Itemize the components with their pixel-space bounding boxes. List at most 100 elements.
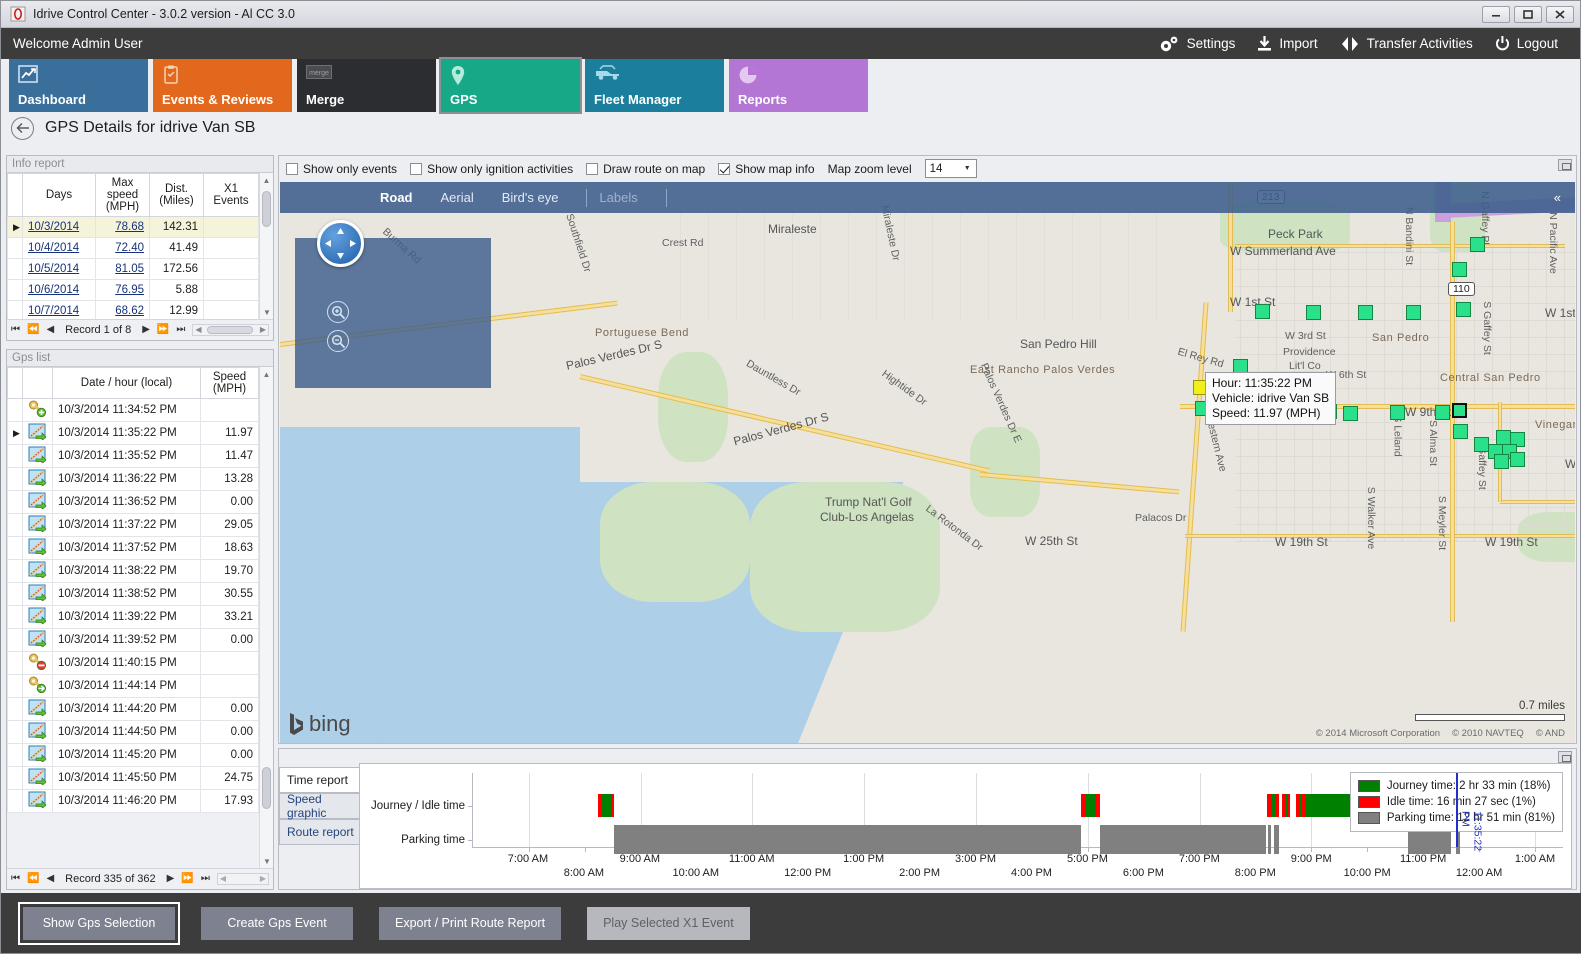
- nav-next-page[interactable]: ⏩: [181, 873, 194, 884]
- map-gps-marker[interactable]: [1358, 305, 1373, 320]
- chevron-down-icon[interactable]: ▼: [963, 165, 971, 172]
- map-nav-labels[interactable]: Labels: [599, 190, 638, 205]
- cell-max-speed[interactable]: 68.62: [95, 300, 150, 319]
- map-gps-marker[interactable]: [1343, 406, 1358, 421]
- cell-max-speed[interactable]: 81.05: [95, 258, 150, 280]
- nav-next-page[interactable]: ⏩: [156, 324, 170, 335]
- maximize-button[interactable]: [1514, 5, 1542, 23]
- map-gps-marker[interactable]: [1494, 454, 1509, 469]
- close-button[interactable]: [1546, 5, 1574, 23]
- cell-max-speed[interactable]: 72.40: [95, 237, 150, 259]
- list-item[interactable]: 10/3/2014 11:44:20 PM 0.00: [7, 697, 259, 721]
- map-gps-marker[interactable]: [1510, 452, 1525, 467]
- tab-time-report[interactable]: Time report: [279, 767, 359, 793]
- info-horizontal-scrollbar[interactable]: ◀ ▶: [192, 323, 269, 336]
- report-panel-restore-icon[interactable]: [1558, 751, 1572, 763]
- map-zoom-level-select[interactable]: 14 ▼: [924, 159, 977, 178]
- list-item[interactable]: 10/3/2014 11:44:50 PM 0.00: [7, 720, 259, 744]
- map-gps-marker[interactable]: [1406, 305, 1421, 320]
- logout-menu-item[interactable]: Logout: [1495, 35, 1558, 52]
- back-arrow-icon[interactable]: [11, 116, 34, 140]
- list-item[interactable]: 10/3/2014 11:37:52 PM 18.63: [7, 536, 259, 560]
- module-tab-reports[interactable]: Reports: [729, 59, 868, 112]
- map-gps-marker[interactable]: [1456, 302, 1471, 317]
- hscroll-left-icon[interactable]: ◀: [219, 873, 226, 883]
- scroll-up-icon[interactable]: ▲: [262, 175, 271, 185]
- map-gps-marker[interactable]: [1452, 262, 1467, 277]
- map-gps-marker[interactable]: [1470, 237, 1485, 252]
- module-tab-fleet-manager[interactable]: Fleet Manager: [585, 59, 724, 112]
- map-gps-marker[interactable]: [1510, 432, 1525, 447]
- nav-next[interactable]: ▶: [142, 324, 150, 335]
- draw-route-checkbox[interactable]: Draw route on map: [586, 162, 705, 176]
- module-tab-events-reviews[interactable]: Events & Reviews: [153, 59, 292, 112]
- map-nav-aerial[interactable]: Aerial: [440, 190, 474, 205]
- map-gps-marker[interactable]: [1306, 305, 1321, 320]
- checkbox-box[interactable]: [586, 162, 599, 175]
- show-only-ignition-checkbox[interactable]: Show only ignition activities: [410, 162, 573, 176]
- cell-day[interactable]: 10/6/2014: [22, 279, 96, 301]
- nav-first[interactable]: ⏮: [11, 324, 20, 335]
- map-gps-marker[interactable]: [1452, 403, 1467, 418]
- table-row[interactable]: ▶ 10/3/2014 78.68 142.31: [7, 216, 259, 238]
- map-gps-marker[interactable]: [1453, 424, 1468, 439]
- nav-first[interactable]: ⏮: [11, 873, 20, 884]
- list-item[interactable]: 10/3/2014 11:34:52 PM: [7, 398, 259, 422]
- map-gps-marker[interactable]: [1255, 304, 1270, 319]
- cell-day[interactable]: 10/3/2014: [22, 216, 96, 238]
- checkbox-box[interactable]: [718, 162, 731, 175]
- list-item[interactable]: 10/3/2014 11:45:20 PM 0.00: [7, 743, 259, 767]
- play-selected-x1-event-button[interactable]: Play Selected X1 Event: [587, 906, 750, 940]
- show-only-events-checkbox[interactable]: Show only events: [286, 162, 397, 176]
- list-item[interactable]: 10/3/2014 11:37:22 PM 29.05: [7, 513, 259, 537]
- map-nav-collapse-icon[interactable]: «: [1553, 190, 1561, 205]
- scroll-thumb[interactable]: [262, 767, 271, 809]
- list-item[interactable]: 10/3/2014 11:38:22 PM 19.70: [7, 559, 259, 583]
- tab-speed-graphic[interactable]: Speed graphic: [279, 792, 359, 820]
- nav-last[interactable]: ⏭: [176, 324, 186, 335]
- table-row[interactable]: 10/7/2014 68.62 12.99: [7, 300, 259, 319]
- list-item[interactable]: 10/3/2014 11:45:50 PM 24.75: [7, 766, 259, 790]
- nav-last[interactable]: ⏭: [200, 873, 210, 884]
- map-nav-road[interactable]: Road: [380, 190, 413, 205]
- list-item[interactable]: 10/3/2014 11:44:14 PM: [7, 674, 259, 698]
- hscroll-left-icon[interactable]: ◀: [195, 324, 202, 334]
- map-gps-marker[interactable]: [1390, 405, 1405, 420]
- list-item[interactable]: 10/3/2014 11:36:52 PM 0.00: [7, 490, 259, 514]
- gps-list-vertical-scrollbar[interactable]: ▲ ▼: [259, 367, 273, 868]
- map-gps-marker[interactable]: [1474, 437, 1489, 452]
- create-gps-event-button[interactable]: Create Gps Event: [201, 906, 353, 940]
- zoom-in-icon[interactable]: [327, 301, 349, 323]
- scroll-up-icon[interactable]: ▲: [262, 369, 271, 379]
- info-report-vertical-scrollbar[interactable]: ▲ ▼: [259, 173, 273, 319]
- cell-day[interactable]: 10/7/2014: [22, 300, 96, 319]
- map-gps-marker[interactable]: [1435, 405, 1450, 420]
- nav-prev-page[interactable]: ⏪: [27, 873, 40, 884]
- map-panel-restore-icon[interactable]: [1558, 159, 1572, 171]
- table-row[interactable]: 10/6/2014 76.95 5.88: [7, 279, 259, 301]
- tab-route-report[interactable]: Route report: [279, 819, 359, 845]
- list-item[interactable]: 10/3/2014 11:39:52 PM 0.00: [7, 628, 259, 652]
- zoom-out-icon[interactable]: [327, 330, 349, 352]
- table-row[interactable]: 10/5/2014 81.05 172.56: [7, 258, 259, 280]
- scroll-down-icon[interactable]: ▼: [263, 307, 271, 317]
- cell-day[interactable]: 10/4/2014: [22, 237, 96, 259]
- hscroll-right-icon[interactable]: ▶: [259, 324, 266, 334]
- list-item[interactable]: 10/3/2014 11:46:20 PM 17.93: [7, 789, 259, 813]
- cell-day[interactable]: 10/5/2014: [22, 258, 96, 280]
- list-item[interactable]: ▶ 10/3/2014 11:35:22 PM 11.97: [7, 421, 259, 445]
- checkbox-box[interactable]: [410, 162, 423, 175]
- scroll-thumb[interactable]: [262, 191, 271, 227]
- nav-prev[interactable]: ◀: [46, 324, 55, 335]
- nav-next[interactable]: ▶: [166, 873, 175, 884]
- table-row[interactable]: 10/4/2014 72.40 41.49: [7, 237, 259, 259]
- nav-prev-page[interactable]: ⏪: [27, 324, 40, 335]
- scroll-down-icon[interactable]: ▼: [263, 856, 271, 866]
- list-item[interactable]: 10/3/2014 11:38:52 PM 30.55: [7, 582, 259, 606]
- minimize-button[interactable]: [1482, 5, 1510, 23]
- map-canvas[interactable]: Road Aerial Bird's eye Labels «: [280, 182, 1575, 743]
- settings-menu-item[interactable]: Settings: [1158, 35, 1235, 53]
- module-tab-gps[interactable]: GPS: [439, 57, 582, 114]
- map-gps-marker[interactable]: [1496, 430, 1511, 445]
- checkbox-box[interactable]: [286, 162, 298, 175]
